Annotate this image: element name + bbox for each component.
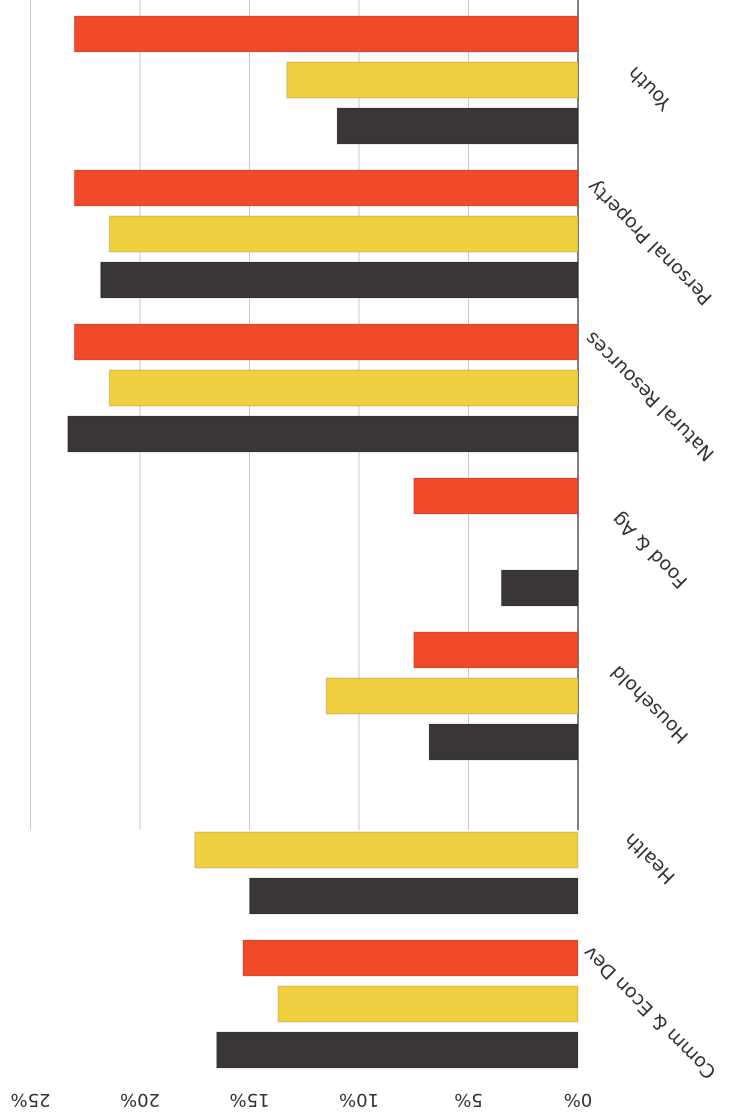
category-label: Youth [624,62,677,115]
y-tick-label: 0% [564,1089,593,1110]
category-label: Food & Ag [608,508,693,593]
bar [336,107,579,145]
y-tick-label: 25% [10,1089,50,1110]
bar [108,369,579,407]
bar [413,631,579,669]
y-tick-label: 15% [229,1089,269,1110]
bar [108,215,579,253]
bar [277,985,579,1023]
bar [242,939,579,977]
bars [67,15,579,1069]
bar [286,61,579,99]
bar [500,569,579,607]
category-label: Household [606,661,693,748]
bar [73,15,579,53]
category-label: Natural Resources [581,327,719,465]
bar [325,677,579,715]
y-tick-label: 10% [339,1089,379,1110]
bar [413,477,579,515]
category-label: Comm & Econ Dev [579,941,721,1083]
y-tick-label: 20% [120,1089,160,1110]
bar [194,831,579,869]
category-label: Health [620,828,680,888]
bar [73,323,579,361]
category-label: Personal Property [583,175,717,309]
bar [216,1031,579,1069]
bar [67,415,579,453]
y-tick-label: 5% [454,1089,483,1110]
bar [428,723,579,761]
bar [100,261,579,299]
bar [249,877,579,915]
bar [73,169,579,207]
